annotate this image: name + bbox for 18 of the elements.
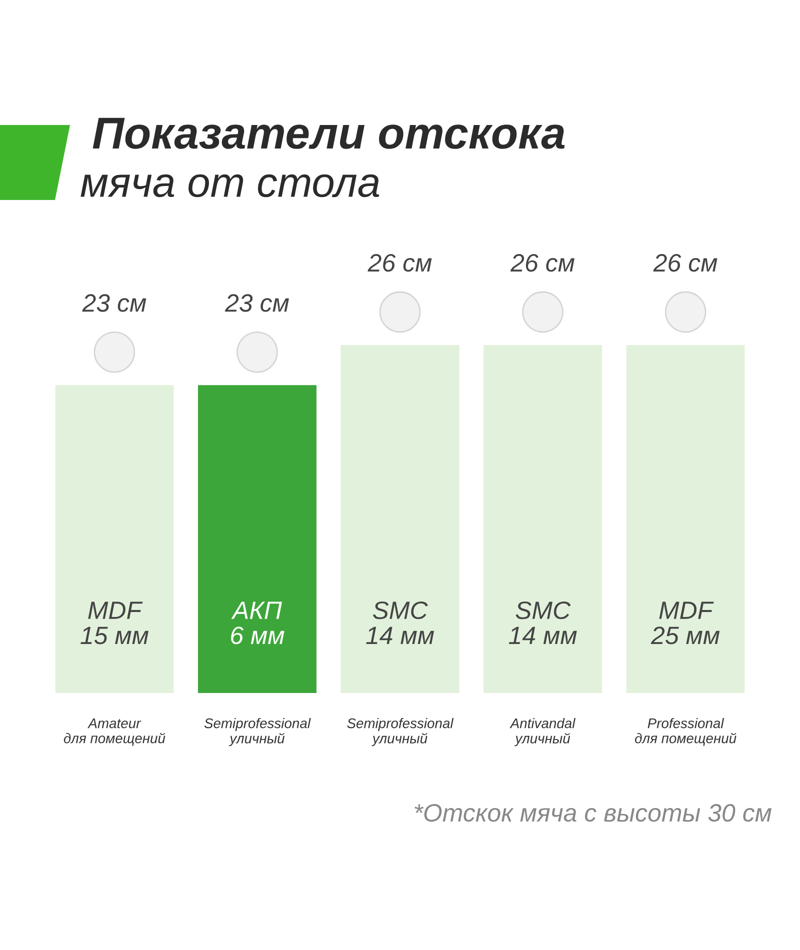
annotation: SMC 14 мм [508, 601, 577, 644]
x-tick-label: Semiprofessional уличный [347, 718, 454, 746]
annotation: MDF 25 мм [650, 602, 720, 644]
data-label: 23 см [224, 294, 289, 312]
data-label: 26 см [368, 254, 432, 272]
annotation: MDF 15 мм [80, 602, 148, 644]
x-tick-label: Semiprofessional уличный [204, 718, 311, 746]
text: *Отскок мяча с высоты 30 см [414, 804, 772, 822]
annotation: АКП 6 мм [231, 602, 284, 644]
x-tick-label: Amateur для помещений [64, 718, 166, 746]
chart-title: Показатели отскока [92, 118, 565, 149]
data-label: 26 см [510, 254, 574, 272]
data-label: 23 см [82, 294, 146, 312]
x-tick-label: Professional для помещений [634, 718, 736, 746]
data-label: 26 см [653, 254, 718, 272]
annotation: SMC 14 мм [366, 601, 434, 644]
x-tick-label: Antivandal уличный [510, 718, 576, 746]
chart-subtitle: мяча от стола [80, 174, 380, 198]
